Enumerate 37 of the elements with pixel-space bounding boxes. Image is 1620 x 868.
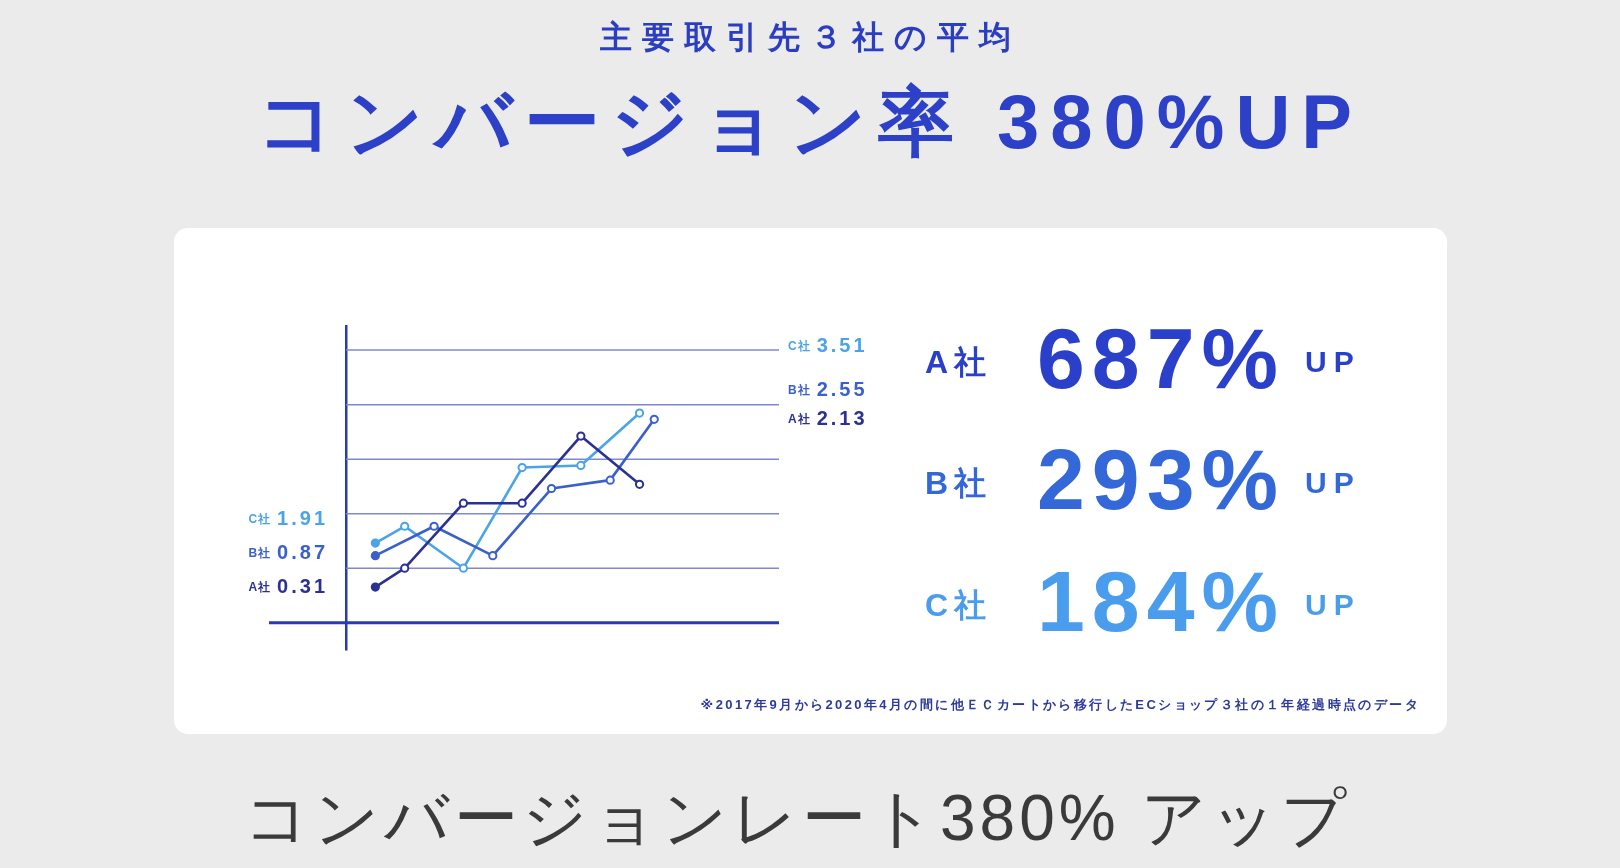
text: B社 0.87 (248, 540, 329, 563)
point (370, 551, 380, 561)
text: B社 (925, 465, 993, 501)
text: コンバージョンレート380% アップ (244, 782, 1352, 854)
text: 184% (1037, 553, 1285, 649)
point (370, 582, 380, 592)
point (634, 479, 645, 489)
text: UP (1305, 345, 1361, 378)
point (605, 475, 615, 485)
point (458, 498, 469, 508)
chart-subtitle: コンバージョン率 380%UP (255, 79, 1365, 164)
point (576, 460, 586, 471)
point (634, 408, 645, 418)
point (546, 483, 557, 494)
point (649, 414, 659, 424)
point (400, 563, 410, 573)
text: 687% (1037, 310, 1285, 406)
text: C社 3.51 (788, 333, 868, 356)
point (517, 462, 527, 473)
point (576, 431, 586, 441)
point (517, 498, 527, 508)
text: UP (1305, 466, 1361, 499)
point (488, 551, 498, 561)
text: 293% (1037, 431, 1285, 527)
text: ※2017年9月から2020年4月の間に他ＥＣカートから移行したECショップ３社の１年経過時点のデータ (700, 696, 1420, 712)
point (429, 521, 439, 531)
text: C社 1.91 (248, 506, 329, 529)
text: B社 2.55 (788, 377, 868, 400)
text: A社 (925, 344, 993, 380)
text: 主要取引先３社の平均 (598, 18, 1022, 57)
text: UP (1305, 588, 1361, 621)
point (458, 563, 469, 573)
text: A社 2.13 (788, 406, 868, 429)
point (370, 538, 380, 548)
text: A社 0.31 (248, 574, 329, 597)
point (400, 521, 410, 531)
text: C社 (925, 587, 993, 623)
